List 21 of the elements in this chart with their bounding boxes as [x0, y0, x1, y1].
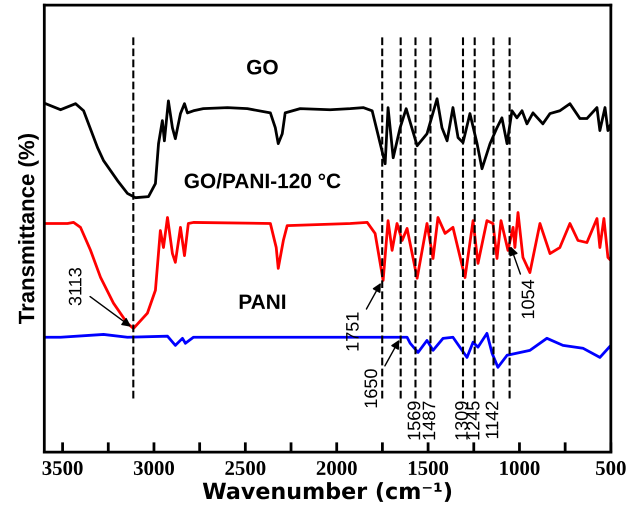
series-label: GO — [247, 60, 278, 75]
x-tick-label: 500 — [596, 461, 626, 476]
x-tick-label: 3000 — [134, 461, 174, 476]
annotation: 1650 — [364, 369, 378, 408]
ref-line-label: 1245 — [466, 401, 480, 440]
x-tick-label: 1500 — [408, 461, 448, 476]
x-tick-label: 2500 — [225, 461, 266, 476]
x-axis-title: Wavenumber (cm⁻¹) — [202, 482, 452, 502]
ref-line-label: 1142 — [486, 402, 498, 438]
annotation: 1054 — [521, 280, 534, 318]
ref-line-label: 1487 — [422, 402, 436, 440]
x-tick-label: 3500 — [42, 461, 83, 476]
annotation: 3113 — [68, 268, 82, 306]
series-label: GO/PANI-120 °C — [184, 172, 341, 189]
y-axis-title: Transmittance (%) — [18, 134, 39, 324]
annotation: 1751 — [346, 312, 359, 350]
series-label: PANI — [240, 294, 286, 309]
x-tick-label: 2000 — [316, 461, 357, 476]
ref-line-label: 1569 — [408, 402, 420, 440]
x-tick-label: 1000 — [500, 461, 540, 476]
ref-line-label: 1309 — [455, 402, 468, 440]
